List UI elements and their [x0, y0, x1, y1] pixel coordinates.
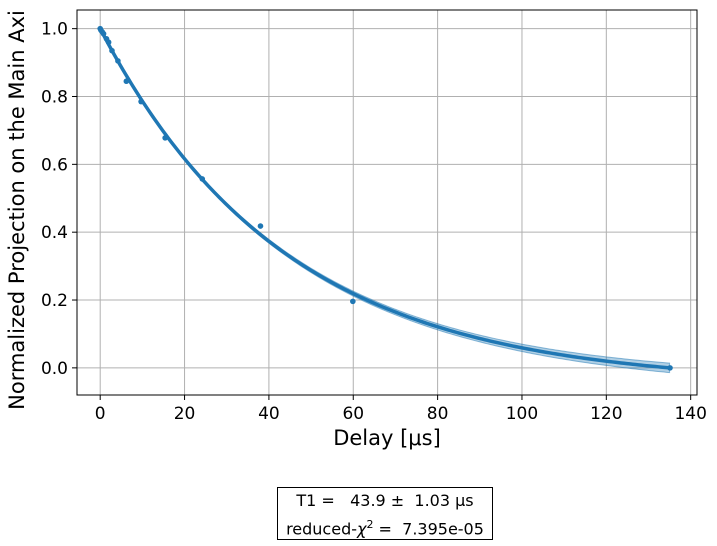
x-tick-label: 120 [590, 404, 622, 424]
y-tick-label: 0.6 [41, 155, 68, 175]
x-tick-label: 100 [506, 404, 538, 424]
x-tick-label: 20 [174, 404, 196, 424]
fit-curve-layer [98, 27, 670, 370]
data-point [667, 365, 673, 371]
x-tick-label: 60 [342, 404, 364, 424]
data-point [350, 298, 356, 305]
data-point [109, 47, 115, 54]
x-tick-label: 40 [258, 404, 280, 424]
fit-curve [98, 27, 670, 370]
data-point [105, 39, 112, 46]
data-points-layer [97, 25, 673, 371]
x-tick-label: 0 [95, 404, 106, 424]
grid [77, 10, 697, 395]
x-tick-label: 140 [674, 404, 706, 424]
chi2-value: = 7.395e-05 [373, 519, 484, 539]
fit-chi2-text: reduced-χ2 = 7.395e-05 [278, 513, 492, 541]
chi-exponent: 2 [366, 518, 374, 531]
y-tick-label: 0.8 [41, 87, 68, 107]
y-axis-label: Normalized Projection on the Main Axi [5, 10, 29, 410]
x-axis-label: Delay [μs] [333, 426, 441, 450]
y-tick-label: 0.0 [41, 359, 68, 379]
data-point [257, 223, 264, 229]
y-tick-label: 0.2 [41, 291, 68, 311]
fit-result-box: T1 = 43.9 ± 1.03 μs reduced-χ2 = 7.395e-… [277, 487, 493, 540]
data-point [162, 135, 168, 141]
data-point [123, 78, 130, 85]
data-point [199, 176, 206, 182]
fit-t1-text: T1 = 43.9 ± 1.03 μs [296, 491, 474, 510]
x-tick-label: 80 [427, 404, 449, 424]
chi2-prefix: reduced- [286, 519, 357, 539]
data-point [115, 58, 121, 64]
y-tick-label: 0.4 [41, 223, 68, 243]
fit-confidence-band [99, 27, 671, 374]
axes-frame [76, 9, 698, 396]
y-tick-label: 1.0 [41, 20, 68, 40]
data-point [138, 98, 144, 105]
chi-symbol: χ [357, 519, 367, 539]
fit-confidence-band-layer [99, 27, 671, 374]
data-point [100, 30, 107, 37]
ticks-layer: 0 20 40 60 80 100 120 140 0.0 0.2 0.4 0.6 0.8 1.0 [41, 20, 707, 424]
